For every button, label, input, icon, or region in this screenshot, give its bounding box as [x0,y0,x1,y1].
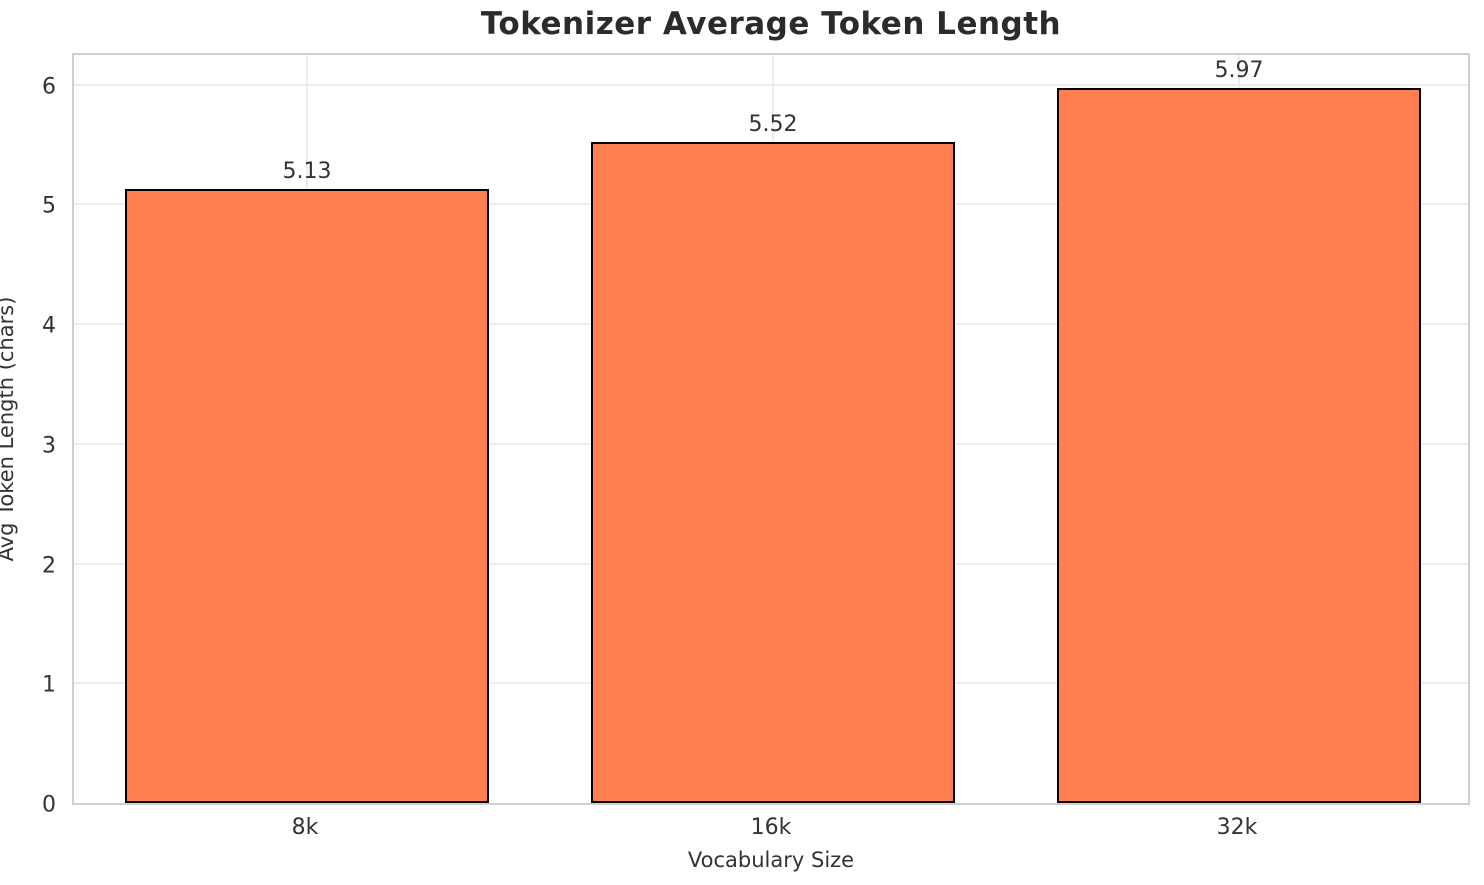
y-tick-label: 2 [42,553,56,578]
y-tick-label: 4 [42,313,56,339]
bar-value-label: 5.97 [1214,58,1264,84]
bar-16k [591,142,955,803]
x-tick-label: 8k [291,815,319,840]
gridline-horizontal [74,83,1468,86]
plot-area: 5.13 5.52 5.97 [72,53,1470,805]
x-tick-label: 32k [1216,815,1258,840]
y-tick-label: 0 [42,792,56,818]
chart-title: Tokenizer Average Token Length [480,6,1062,42]
y-tick-label: 3 [42,433,56,459]
x-tick-label: 16k [750,815,792,840]
bar-8k [125,188,489,803]
y-tick-label: 1 [42,672,56,698]
bar-value-label: 5.52 [748,112,798,138]
y-tick-label: 6 [42,74,56,100]
bar-32k [1057,88,1421,803]
y-tick-label: 5 [42,193,56,219]
y-axis-label-text: Avg Token Length (chars) [0,296,18,562]
x-axis-label: Vocabulary Size [687,848,855,872]
bar-value-label: 5.13 [282,158,332,184]
